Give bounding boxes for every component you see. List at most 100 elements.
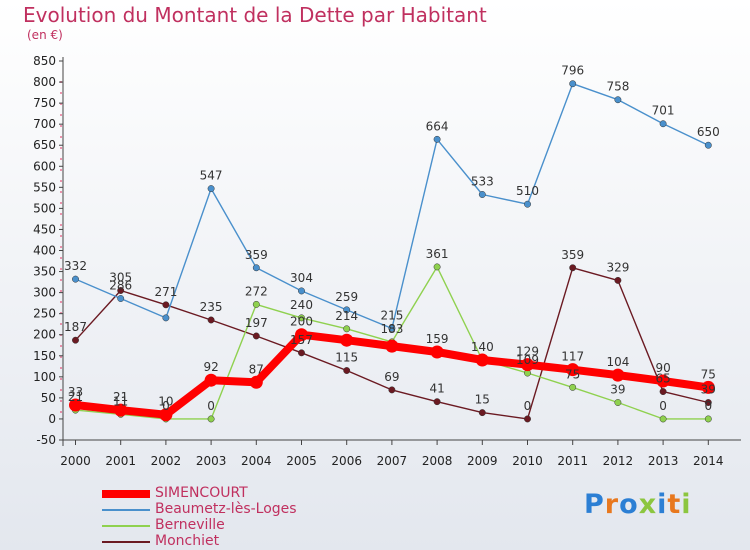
data-label: 140: [471, 340, 494, 354]
legend-swatch: [102, 509, 150, 511]
x-tick-label: 2001: [105, 454, 136, 468]
data-point: [569, 80, 577, 88]
data-point: [433, 263, 441, 271]
y-tick-label: 450: [33, 222, 56, 236]
data-point: [72, 336, 79, 344]
data-label: 109: [516, 353, 539, 367]
data-label: 10: [158, 395, 173, 409]
data-point: [388, 386, 396, 394]
x-tick-label: 2009: [467, 454, 498, 468]
data-point: [207, 415, 215, 423]
data-point: [433, 135, 441, 143]
data-point: [204, 373, 218, 387]
data-point: [343, 325, 351, 333]
data-label: 259: [335, 290, 358, 304]
data-label: 159: [426, 332, 449, 346]
data-label: 361: [426, 247, 449, 261]
data-point: [159, 408, 173, 422]
x-tick-label: 2000: [60, 454, 91, 468]
data-point: [659, 120, 667, 128]
legend-swatch: [102, 490, 150, 498]
y-tick-label: 200: [33, 328, 56, 342]
data-label: 129: [516, 345, 539, 359]
x-tick-label: 2007: [377, 454, 408, 468]
data-label: 87: [249, 362, 264, 376]
data-label: 39: [701, 383, 716, 397]
x-tick-label: 2005: [286, 454, 317, 468]
data-label: 65: [655, 372, 670, 386]
data-label: 104: [606, 355, 629, 369]
data-point: [524, 415, 531, 423]
x-tick-label: 2011: [557, 454, 588, 468]
data-label: 533: [471, 174, 494, 188]
y-tick-label: 750: [33, 96, 56, 110]
proxiti-logo[interactable]: Proxiti: [584, 489, 692, 520]
x-tick-label: 2010: [512, 454, 543, 468]
data-point: [659, 415, 667, 423]
data-point: [295, 328, 308, 342]
data-label: 286: [109, 279, 132, 293]
data-point: [569, 383, 577, 391]
logo-letter: t: [667, 489, 682, 520]
data-label: 0: [704, 399, 712, 413]
data-point: [433, 398, 441, 406]
data-point: [117, 287, 125, 294]
data-point: [701, 380, 715, 394]
y-tick-label: -50: [36, 433, 56, 447]
x-tick-label: 2004: [241, 454, 272, 468]
data-label: 305: [109, 271, 132, 285]
data-label: 235: [200, 300, 223, 314]
data-label: 39: [610, 383, 625, 397]
x-tick-label: 2002: [151, 454, 182, 468]
x-tick-label: 2006: [331, 454, 362, 468]
data-point: [524, 200, 531, 208]
data-label: 15: [475, 393, 490, 407]
y-tick-label: 300: [33, 286, 56, 300]
data-label: 187: [64, 320, 87, 334]
data-point: [478, 191, 486, 198]
x-tick-label: 2012: [603, 454, 634, 468]
data-point: [298, 287, 305, 295]
data-point: [659, 388, 667, 396]
data-point: [614, 399, 622, 406]
data-point: [475, 353, 489, 367]
data-point: [343, 306, 351, 314]
y-tick-label: 650: [33, 138, 56, 152]
data-label: 272: [245, 284, 268, 298]
data-label: 215: [380, 308, 403, 322]
data-label: 197: [245, 316, 268, 330]
data-point: [704, 141, 712, 149]
data-label: 304: [290, 271, 313, 285]
data-point: [566, 363, 580, 377]
data-point: [72, 275, 79, 283]
data-label: 214: [335, 309, 358, 323]
data-label: 359: [561, 248, 584, 262]
legend-label: SIMENCOURT: [155, 485, 248, 501]
data-label: 117: [561, 350, 584, 364]
data-label: 69: [384, 370, 399, 384]
data-label: 11: [113, 394, 128, 408]
data-label: 21: [68, 390, 83, 404]
logo-letter: i: [681, 489, 692, 520]
logo-letter: i: [657, 489, 668, 520]
data-label: 0: [162, 399, 170, 413]
data-label: 758: [606, 80, 629, 94]
data-label: 33: [68, 385, 83, 399]
data-point: [162, 314, 170, 322]
data-label: 701: [652, 104, 675, 118]
data-label: 21: [113, 390, 128, 404]
data-point: [614, 96, 622, 104]
logo-letter: o: [619, 489, 639, 520]
data-point: [252, 264, 260, 272]
chart-title: Evolution du Montant de la Dette par Hab…: [23, 3, 487, 27]
data-label: 90: [655, 361, 670, 375]
data-label: 183: [380, 322, 403, 336]
y-tick-label: 150: [33, 349, 56, 363]
logo-letter: r: [604, 489, 620, 520]
data-point: [69, 398, 82, 412]
data-point: [521, 358, 534, 372]
y-tick-label: 100: [33, 370, 56, 384]
y-tick-label: 600: [33, 159, 56, 173]
y-tick-label: 800: [33, 75, 56, 89]
data-label: 75: [701, 367, 716, 381]
